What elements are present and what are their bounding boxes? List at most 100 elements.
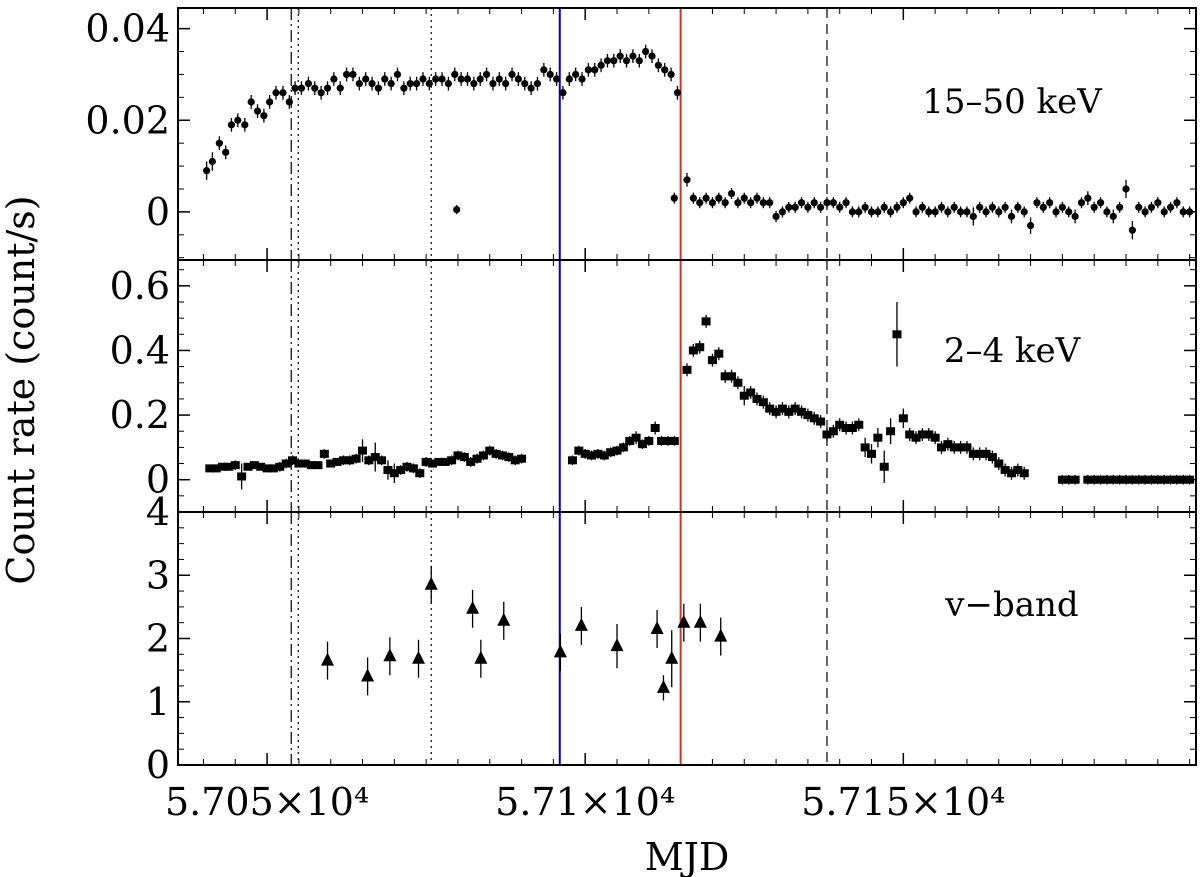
data-point [696,199,704,207]
y-tick-label: 0 [146,743,170,787]
data-point [419,75,427,83]
data-point [374,84,383,92]
data-point [317,89,325,97]
data-point [661,66,669,74]
data-point [912,208,920,216]
data-point [688,346,698,355]
data-point [797,199,806,207]
data-point [1121,475,1131,484]
data-point [440,457,450,466]
data-point [1153,475,1163,484]
y-tick-label: 0 [146,458,170,502]
data-point [412,80,421,88]
data-point [1070,475,1080,484]
data-point [804,203,812,211]
data-point [370,453,380,462]
data-point [855,208,863,216]
data-point [351,454,361,463]
data-point [956,443,966,452]
data-point [472,454,482,463]
data-point [1090,203,1098,211]
data-point [291,84,299,92]
data-point [1046,199,1054,207]
data-point [657,436,667,445]
data-point [785,203,793,211]
data-point [677,614,691,628]
data-point [968,449,978,458]
data-point [1186,208,1194,216]
data-point [791,203,799,211]
data-point [491,449,501,458]
data-point [1052,208,1060,216]
data-point [1065,208,1073,216]
data-point [451,70,459,79]
data-point [950,203,958,211]
data-point [1019,469,1029,478]
data-point [599,451,609,460]
y-axis-label: Count rate (count/s) [0,195,43,584]
data-point [642,47,650,56]
data-point [326,459,336,468]
data-point [667,70,675,79]
data-point [466,600,480,614]
data-point [281,459,291,468]
data-point [584,66,592,74]
data-point [307,461,317,470]
plot-area: 0 0.02 0.04 15–50 keV 0 0.2 0.4 0.6 2–4 keV 0 1 2 3 4… [85,7,1197,824]
data-point [937,443,946,452]
data-point [567,456,577,465]
data-point [553,644,567,658]
data-point [453,206,461,214]
data-point [753,194,761,202]
data-point [631,433,641,442]
data-point [911,433,921,442]
data-point [606,448,616,457]
data-point [1172,475,1182,484]
data-point [559,89,567,97]
data-point [546,70,554,79]
data-point [1115,475,1125,484]
data-point [343,70,351,79]
data-point [218,462,228,471]
data-point [1026,222,1035,230]
data-point [1140,475,1150,484]
data-point [994,459,1004,468]
data-point [772,212,780,221]
panel-label: 2–4 keV [944,331,1082,371]
data-point [572,70,580,79]
data-point [917,430,927,439]
data-point [227,121,236,129]
data-point [1007,212,1016,221]
data-point [683,176,691,184]
data-point [1020,208,1028,216]
data-point [502,80,510,88]
data-point [463,75,472,83]
panel-label: 15–50 keV [922,82,1103,122]
data-point [702,194,710,202]
data-point [489,80,497,88]
data-point [610,57,618,65]
data-point [323,84,332,92]
data-point [368,80,376,88]
data-point [648,52,656,60]
data-point [400,84,408,92]
data-point [393,70,402,79]
data-point [747,199,755,207]
data-point [931,208,939,216]
data-point [470,80,478,88]
data-point [230,461,240,470]
data-point [389,469,399,478]
data-point [578,75,586,83]
data-point [1154,199,1162,207]
data-point [1116,203,1124,211]
data-point [211,464,221,473]
data-point [319,449,329,458]
data-point [715,194,723,202]
data-point [665,650,679,664]
data-point [1064,475,1074,484]
data-point [937,203,946,211]
data-point [208,157,216,166]
data-point [279,89,287,97]
data-point [803,411,813,420]
data-point [349,70,357,79]
